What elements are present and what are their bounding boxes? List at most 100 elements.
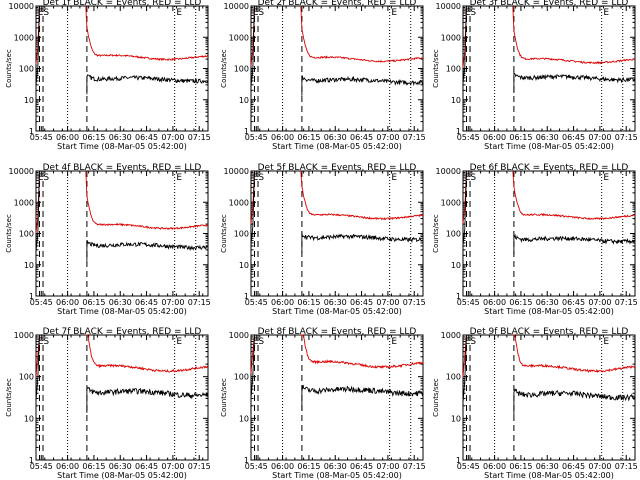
x-tick-label: 06:00 <box>56 462 79 471</box>
plot-frame <box>462 334 636 461</box>
x-tick-label: 06:15 <box>82 462 105 471</box>
y-axis-label: Counts/sec <box>432 49 440 88</box>
y-tick-label: 1 <box>29 292 34 301</box>
x-tick-label: 05:45 <box>245 133 268 142</box>
panel-title: Det 8f BLACK = Events, RED = LLD <box>258 327 417 337</box>
x-tick-label: 07:00 <box>161 462 184 471</box>
marker-label-es: ES <box>465 337 477 347</box>
marker-label-es: ES <box>38 173 50 183</box>
x-tick-label: 06:15 <box>509 133 532 142</box>
y-tick-label: 100 <box>446 230 461 239</box>
panel-det-6: Det 6f BLACK = Events, RED = LLD 1 10 100 10… <box>432 163 638 316</box>
y-tick-label: 100 <box>446 65 461 74</box>
marker-label-es: ES <box>253 173 265 183</box>
x-tick-label: 06:00 <box>483 462 506 471</box>
panel-det-8: Det 8f BLACK = Events, RED = LLD 1 10 100 10… <box>220 327 426 480</box>
x-tick-label: 07:00 <box>161 133 184 142</box>
x-axis-label: Start Time (08-Mar-05 05:42:00) <box>272 142 402 151</box>
y-tick-label: 1000 <box>14 33 34 42</box>
marker-label-e: E <box>176 337 182 347</box>
x-tick-label: 07:15 <box>615 133 638 142</box>
x-tick-label: 05:45 <box>30 133 53 142</box>
y-tick-label: 10 <box>239 414 249 423</box>
marker-label-es: ES <box>465 173 477 183</box>
x-tick-label: 06:30 <box>536 298 559 307</box>
series-lld-line <box>462 334 636 378</box>
y-tick-label: 100 <box>19 230 34 239</box>
y-tick-label: 1000 <box>14 198 34 207</box>
x-axis-label: Start Time (08-Mar-05 05:42:00) <box>272 307 402 316</box>
y-tick-label: 10000 <box>436 2 461 11</box>
plot-frame <box>35 5 209 132</box>
series-events-line <box>250 334 424 411</box>
y-tick-label: 1 <box>244 127 249 136</box>
x-tick-label: 06:30 <box>109 298 132 307</box>
panel-det-1: Det 1f BLACK = Events, RED = LLD 1 10 100 10… <box>5 0 211 151</box>
plot-frame <box>250 334 424 461</box>
marker-label-e: E <box>603 337 609 347</box>
x-axis-label: Start Time (08-Mar-05 05:42:00) <box>57 471 187 480</box>
x-tick-label: 06:00 <box>271 298 294 307</box>
panel-det-5: Det 5f BLACK = Events, RED = LLD 1 10 100 10… <box>220 163 426 316</box>
series-events-line <box>250 5 424 96</box>
series-events-line <box>250 170 424 253</box>
marker-label-es: ES <box>38 8 50 18</box>
marker-label-e: E <box>391 337 397 347</box>
x-tick-label: 06:15 <box>82 298 105 307</box>
marker-label-es: ES <box>38 337 50 347</box>
x-tick-label: 07:15 <box>615 462 638 471</box>
x-tick-label: 05:45 <box>245 298 268 307</box>
y-tick-label: 1 <box>456 456 461 465</box>
series-lld-line <box>35 170 209 234</box>
series-lld-line <box>462 5 636 68</box>
y-tick-label: 10000 <box>436 167 461 176</box>
x-tick-label: 06:45 <box>350 133 373 142</box>
y-tick-label: 1000 <box>441 33 461 42</box>
series-events-line <box>462 334 636 415</box>
x-tick-label: 07:00 <box>161 298 184 307</box>
marker-label-e: E <box>603 8 609 18</box>
y-tick-label: 1000 <box>14 331 34 340</box>
y-tick-label: 1 <box>244 456 249 465</box>
x-tick-label: 06:30 <box>324 462 347 471</box>
x-axis-label: Start Time (08-Mar-05 05:42:00) <box>57 307 187 316</box>
y-tick-label: 100 <box>234 230 249 239</box>
x-tick-label: 06:15 <box>297 133 320 142</box>
y-tick-label: 100 <box>19 373 34 382</box>
y-tick-label: 1 <box>29 456 34 465</box>
x-tick-label: 06:15 <box>297 462 320 471</box>
x-tick-label: 06:45 <box>135 298 158 307</box>
x-tick-label: 06:00 <box>56 298 79 307</box>
x-tick-label: 07:15 <box>403 298 426 307</box>
x-axis-label: Start Time (08-Mar-05 05:42:00) <box>484 307 614 316</box>
x-tick-label: 05:45 <box>457 462 480 471</box>
panel-det-4: Det 4f BLACK = Events, RED = LLD 1 10 100 10… <box>5 163 211 316</box>
x-tick-label: 06:00 <box>271 133 294 142</box>
x-axis-label: Start Time (08-Mar-05 05:42:00) <box>484 471 614 480</box>
x-tick-label: 06:30 <box>536 133 559 142</box>
plot-frame <box>250 170 424 297</box>
x-tick-label: 07:15 <box>403 462 426 471</box>
series-lld-line <box>250 170 424 224</box>
panel-title: Det 9f BLACK = Events, RED = LLD <box>470 327 629 337</box>
series-lld-line <box>462 170 636 224</box>
x-tick-label: 06:30 <box>109 133 132 142</box>
y-tick-label: 1 <box>244 292 249 301</box>
x-tick-label: 07:15 <box>188 298 211 307</box>
y-tick-label: 10 <box>451 414 461 423</box>
y-tick-label: 10 <box>239 261 249 270</box>
marker-label-es: ES <box>253 8 265 18</box>
x-tick-label: 06:30 <box>536 462 559 471</box>
x-tick-label: 07:00 <box>588 298 611 307</box>
y-tick-label: 10000 <box>9 2 34 11</box>
x-tick-label: 07:15 <box>615 298 638 307</box>
x-tick-label: 06:15 <box>297 298 320 307</box>
series-lld-line <box>35 334 208 378</box>
x-tick-label: 05:45 <box>245 462 268 471</box>
y-tick-label: 100 <box>234 373 249 382</box>
x-tick-label: 07:15 <box>188 462 211 471</box>
x-tick-label: 07:00 <box>588 133 611 142</box>
marker-label-e: E <box>391 8 397 18</box>
y-tick-label: 100 <box>19 65 34 74</box>
